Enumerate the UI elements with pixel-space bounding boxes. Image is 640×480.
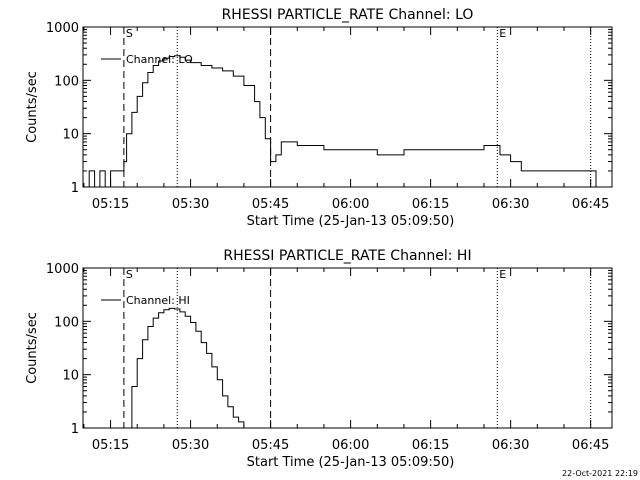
- y-tick-label: 10: [62, 128, 79, 143]
- series-line: [83, 55, 597, 188]
- x-tick-label: 06:00: [332, 197, 369, 212]
- x-tick-label: 06:15: [412, 197, 449, 212]
- y-tick-label: 100: [54, 74, 79, 89]
- marker-label: S: [126, 27, 133, 40]
- plot-frame: [82, 26, 613, 188]
- y-tick-label: 10: [62, 369, 79, 384]
- y-tick-label: 1000: [46, 21, 79, 36]
- x-tick-label: 05:30: [172, 438, 209, 453]
- legend-label: Channel: HI: [126, 294, 190, 307]
- legend-label: Channel: LO: [126, 53, 193, 66]
- x-tick-label: 05:15: [92, 197, 129, 212]
- y-axis-label: Counts/sec: [25, 71, 40, 143]
- x-tick-label: 05:30: [172, 197, 209, 212]
- marker-label: S: [126, 268, 133, 281]
- x-tick-label: 06:30: [492, 197, 529, 212]
- y-axis-label: Counts/sec: [25, 312, 40, 384]
- x-tick-label: 06:45: [572, 438, 609, 453]
- y-tick-label: 1000: [46, 262, 79, 277]
- series-line: [126, 307, 245, 429]
- x-tick-label: 06:15: [412, 438, 449, 453]
- x-tick-label: 06:45: [572, 197, 609, 212]
- x-axis-label: Start Time (25-Jan-13 05:09:50): [247, 455, 455, 470]
- marker-label: E: [499, 268, 506, 281]
- x-tick-label: 06:00: [332, 438, 369, 453]
- chart-title: RHESSI PARTICLE_RATE Channel: LO: [222, 7, 474, 23]
- x-axis-label: Start Time (25-Jan-13 05:09:50): [247, 214, 455, 229]
- x-tick-label: 05:45: [252, 438, 289, 453]
- x-tick-label: 05:15: [92, 438, 129, 453]
- plot-timestamp: 22-Oct-2021 22:19: [562, 469, 638, 478]
- y-tick-label: 100: [54, 315, 79, 330]
- y-tick-label: 1: [71, 181, 79, 196]
- y-tick-label: 1: [71, 422, 79, 437]
- x-tick-label: 05:45: [252, 197, 289, 212]
- chart-title: RHESSI PARTICLE_RATE Channel: HI: [223, 248, 471, 264]
- lo-channel-panel: RHESSI PARTICLE_RATE Channel: LO Start Ti…: [25, 7, 613, 229]
- marker-label: E: [499, 27, 506, 40]
- x-tick-label: 06:30: [492, 438, 529, 453]
- hi-channel-panel: RHESSI PARTICLE_RATE Channel: HI Start Ti…: [25, 248, 613, 470]
- plot-frame: [82, 267, 613, 429]
